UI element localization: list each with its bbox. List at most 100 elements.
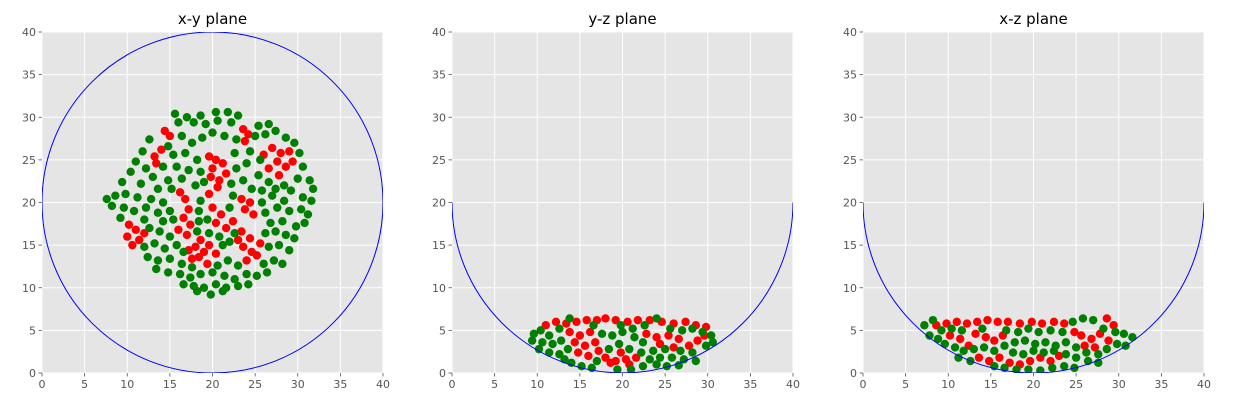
x-tick-label: 10: [941, 378, 955, 391]
data-point: [1059, 361, 1069, 371]
data-point: [688, 324, 697, 333]
data-point: [213, 116, 222, 125]
chart-xz: 0 5 10 15 20 25 30 35 40 0 5 10 15 20 25 30 35 40 x-z plan…: [843, 10, 1211, 391]
data-point: [285, 147, 294, 156]
data-point: [1080, 341, 1089, 350]
data-point: [208, 128, 217, 137]
data-point: [160, 244, 169, 253]
data-point: [962, 319, 972, 328]
series-green: [527, 314, 718, 373]
data-point: [218, 240, 227, 250]
data-point: [1082, 348, 1091, 357]
data-point: [179, 247, 188, 257]
x-tick-label: 5: [491, 378, 498, 391]
y-tick-label: 35: [843, 69, 857, 82]
data-point: [232, 135, 241, 144]
data-point: [1027, 317, 1037, 327]
y-tick-label: 0: [850, 367, 857, 380]
data-point: [1070, 327, 1079, 337]
data-point: [1013, 327, 1023, 337]
data-point: [638, 338, 648, 347]
data-point: [286, 186, 296, 195]
data-point: [582, 315, 591, 325]
data-point: [267, 191, 277, 200]
data-point: [199, 247, 209, 257]
x-tick-label: 35: [743, 378, 757, 391]
data-point: [271, 184, 280, 194]
data-point: [204, 240, 214, 250]
data-point: [238, 124, 248, 134]
data-point: [645, 355, 654, 364]
data-point: [973, 317, 982, 327]
data-point: [604, 344, 614, 354]
y-tick-label: 20: [22, 197, 36, 210]
data-point: [204, 228, 214, 238]
data-point: [196, 111, 205, 120]
data-point: [1002, 326, 1011, 335]
data-point: [691, 356, 701, 366]
data-point: [181, 194, 190, 204]
data-point: [563, 344, 573, 354]
data-point: [111, 191, 120, 200]
data-point: [1008, 348, 1018, 357]
data-point: [129, 206, 139, 216]
data-point: [184, 165, 193, 175]
data-point: [223, 107, 233, 117]
data-point: [218, 159, 227, 168]
data-point: [271, 227, 280, 236]
data-point: [174, 118, 183, 127]
data-point: [233, 111, 243, 120]
data-point: [237, 227, 246, 236]
data-point: [1061, 350, 1071, 359]
data-point: [660, 344, 670, 354]
data-point: [630, 332, 639, 342]
data-point: [278, 259, 287, 269]
data-point: [527, 336, 537, 345]
data-point: [213, 182, 222, 192]
data-point: [298, 193, 308, 202]
data-point: [223, 256, 233, 265]
data-point: [974, 353, 984, 362]
data-point: [177, 174, 187, 183]
y-tick-label: 40: [22, 26, 36, 39]
data-point: [674, 334, 683, 344]
data-point: [187, 138, 197, 148]
data-point: [303, 210, 313, 219]
y-tick-label: 25: [22, 154, 36, 167]
data-point: [981, 332, 990, 342]
boundary-arc: [452, 202, 793, 373]
data-point: [1020, 336, 1030, 345]
y-tick-label: 10: [22, 282, 36, 295]
data-point: [169, 150, 178, 159]
data-point: [548, 339, 557, 349]
data-point: [570, 338, 579, 347]
data-point: [221, 169, 231, 178]
data-point: [152, 159, 161, 168]
series-red: [123, 124, 297, 269]
data-point: [211, 218, 221, 228]
data-point: [192, 286, 202, 296]
data-point: [158, 217, 168, 226]
data-point: [140, 228, 149, 238]
chart-title: x-y plane: [178, 10, 247, 28]
data-point: [307, 196, 316, 205]
data-point: [1029, 346, 1038, 356]
data-point: [655, 339, 665, 349]
data-point: [230, 148, 239, 158]
data-point: [580, 341, 590, 350]
data-point: [271, 126, 280, 136]
x-tick-label: 10: [530, 378, 544, 391]
data-point: [296, 205, 306, 214]
data-point: [626, 365, 636, 373]
data-point: [196, 235, 205, 245]
data-point: [169, 215, 178, 224]
data-point: [230, 228, 239, 238]
data-point: [584, 351, 593, 361]
data-point: [138, 147, 147, 156]
x-tick-label: 20: [206, 378, 220, 391]
data-point: [1061, 338, 1071, 347]
data-point: [937, 326, 946, 335]
scatter-points: [920, 314, 1137, 373]
data-point: [102, 194, 111, 204]
data-point: [534, 344, 544, 354]
